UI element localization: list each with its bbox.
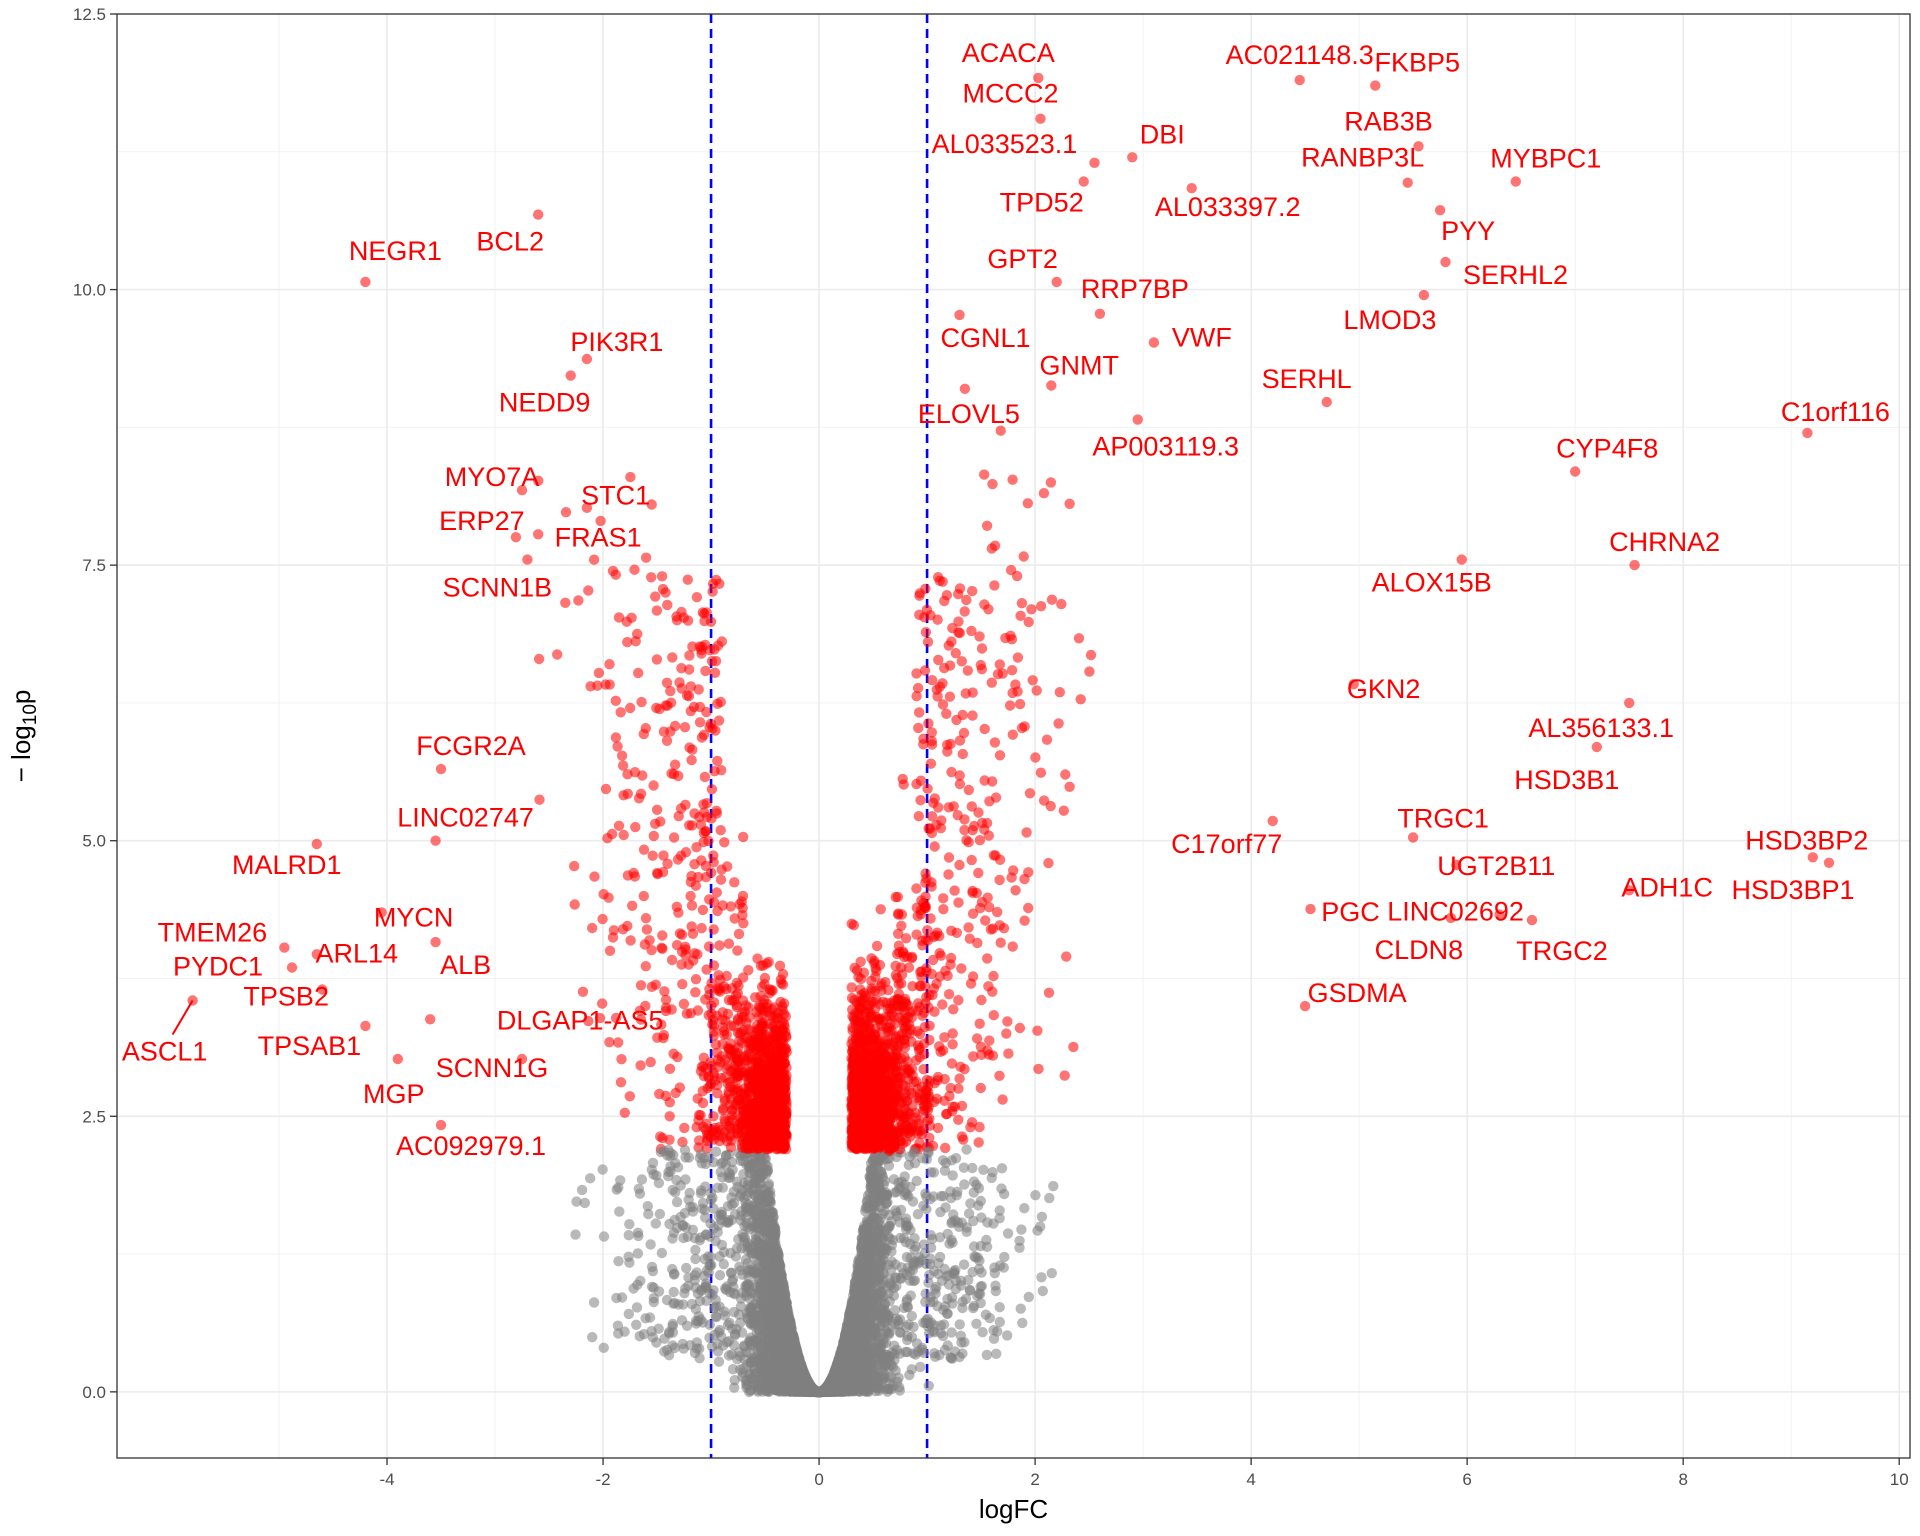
point-not-significant: [735, 1301, 747, 1312]
point-not-significant: [904, 1369, 915, 1381]
point-not-significant: [727, 1364, 739, 1375]
point-not-significant: [713, 1356, 725, 1367]
grid: [117, 13, 1910, 1458]
point-not-significant: [915, 1361, 926, 1373]
points: [187, 72, 1835, 1398]
point-not-significant: [729, 1375, 740, 1386]
point-not-significant: [923, 1380, 934, 1392]
